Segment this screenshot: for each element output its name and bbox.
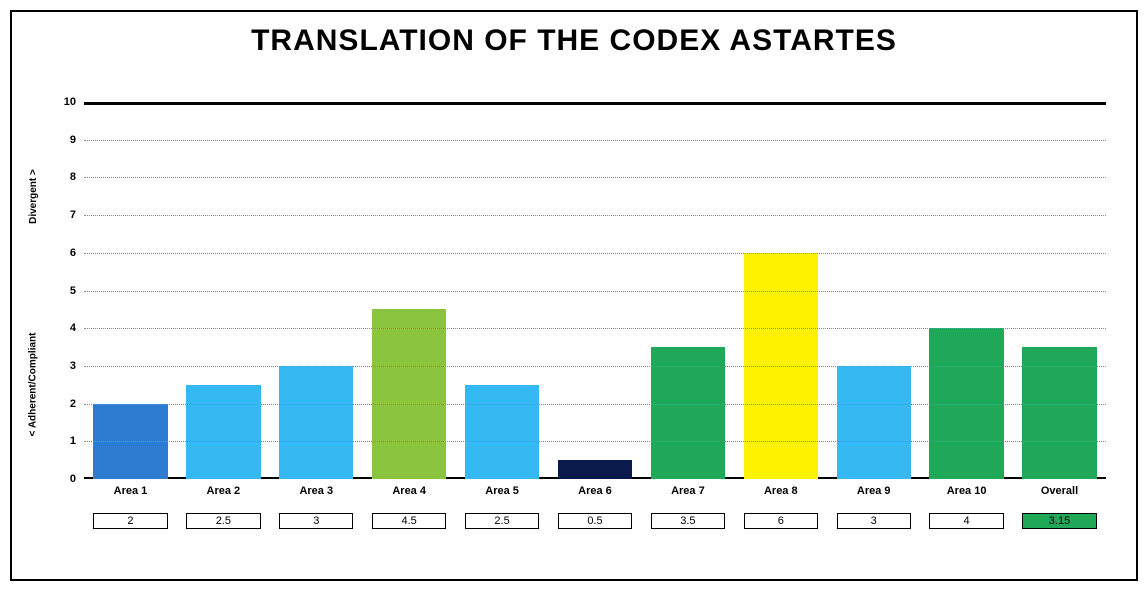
value-box: 4.5	[372, 513, 446, 529]
plot-area: Area 12Area 22.5Area 33Area 44.5Area 52.…	[84, 102, 1106, 479]
gridline	[84, 140, 1106, 141]
x-axis-label: Area 4	[363, 485, 456, 497]
value-box: 6	[744, 513, 818, 529]
x-axis-label: Area 7	[641, 485, 734, 497]
x-axis-label: Area 1	[84, 485, 177, 497]
value-box: 0.5	[558, 513, 632, 529]
y-tick-label: 7	[70, 209, 76, 221]
y-tick-label: 0	[70, 473, 76, 485]
bar	[186, 385, 260, 479]
gridline	[84, 328, 1106, 329]
chart-frame: TRANSLATION OF THE CODEX ASTARTES Area 1…	[10, 10, 1138, 581]
value-box: 3	[279, 513, 353, 529]
value-box: 4	[929, 513, 1003, 529]
value-box: 3.5	[651, 513, 725, 529]
gridline	[84, 215, 1106, 216]
gridline	[84, 253, 1106, 254]
gridline	[84, 177, 1106, 178]
y-tick-label: 6	[70, 247, 76, 259]
x-axis-label: Area 9	[827, 485, 920, 497]
gridline	[84, 441, 1106, 442]
y-tick-label: 5	[70, 285, 76, 297]
bar	[279, 366, 353, 479]
y-tick-label: 10	[64, 96, 76, 108]
y-axis-label-upper: Divergent >	[26, 102, 40, 291]
gridline	[84, 366, 1106, 367]
y-axis-label-lower: < Adherent/Compliant	[26, 291, 40, 480]
x-axis-label: Overall	[1013, 485, 1106, 497]
bar	[372, 309, 446, 479]
y-tick-label: 1	[70, 435, 76, 447]
gridline	[84, 404, 1106, 405]
x-axis-label: Area 8	[734, 485, 827, 497]
y-tick-label: 3	[70, 360, 76, 372]
y-tick-label: 2	[70, 398, 76, 410]
value-box: 3.15	[1022, 513, 1096, 529]
gridline	[84, 291, 1106, 292]
value-box: 3	[837, 513, 911, 529]
x-axis-label: Area 5	[456, 485, 549, 497]
y-tick-label: 4	[70, 322, 76, 334]
x-axis-label: Area 3	[270, 485, 363, 497]
chart-title: TRANSLATION OF THE CODEX ASTARTES	[12, 24, 1136, 58]
y-tick-label: 8	[70, 171, 76, 183]
value-box: 2.5	[465, 513, 539, 529]
x-axis-label: Area 6	[549, 485, 642, 497]
bar	[465, 385, 539, 479]
value-box: 2	[93, 513, 167, 529]
value-box: 2.5	[186, 513, 260, 529]
x-axis-label: Area 2	[177, 485, 270, 497]
y-tick-label: 9	[70, 134, 76, 146]
bar	[558, 460, 632, 479]
x-axis-label: Area 10	[920, 485, 1013, 497]
bar	[837, 366, 911, 479]
